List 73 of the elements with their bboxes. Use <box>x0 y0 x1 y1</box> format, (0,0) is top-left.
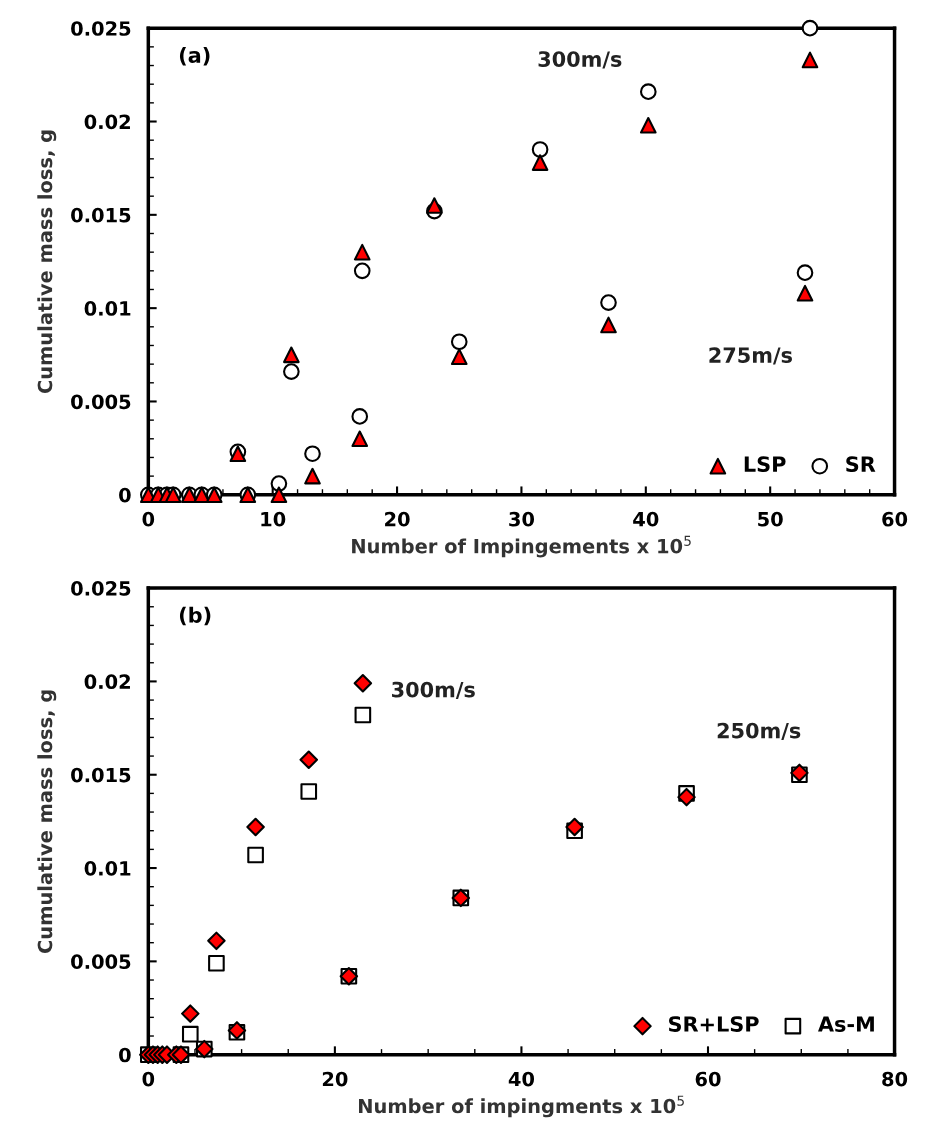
y-tick-label: 0.01 <box>84 861 131 876</box>
point <box>531 141 549 158</box>
y-tick-label: 0.02 <box>84 114 130 130</box>
y-tick-label: 0.015 <box>71 767 131 783</box>
point <box>639 116 657 134</box>
annotation: 275m/s <box>709 347 792 365</box>
y-tick-label: 0.025 <box>71 581 131 596</box>
point <box>270 486 288 504</box>
x-tick-label: 60 <box>695 1071 721 1087</box>
x-tick-label: 80 <box>882 1071 908 1087</box>
point <box>246 817 265 837</box>
point <box>600 316 617 334</box>
annotation: (b) <box>179 606 211 626</box>
point <box>304 445 321 463</box>
point <box>304 467 321 485</box>
point <box>796 264 814 282</box>
point <box>639 83 657 100</box>
point <box>354 706 372 724</box>
point <box>353 262 371 280</box>
point <box>181 1025 199 1043</box>
legend-label: As-M <box>818 1016 874 1032</box>
x-tick-label: 50 <box>758 511 783 527</box>
point <box>283 346 300 364</box>
point <box>450 333 468 351</box>
x-tick-label: 40 <box>633 511 659 527</box>
point <box>801 19 819 37</box>
y-tick-label: 0.005 <box>71 394 131 410</box>
annotation: 250m/s <box>717 722 801 741</box>
x-axis-title: Number of impingments x 10$^{5}$ <box>359 1095 684 1118</box>
y-tick-label: 0.025 <box>71 21 131 36</box>
point <box>353 243 371 261</box>
point <box>351 408 369 425</box>
x-tick-label: 20 <box>385 511 410 527</box>
point <box>801 51 819 69</box>
x-tick-label: 0 <box>142 1071 155 1087</box>
y-tick-label: 0.015 <box>71 207 131 223</box>
point <box>270 475 288 492</box>
point <box>208 954 225 972</box>
legend-label: LSP <box>744 456 786 472</box>
y-axis-title: Cumulative mass loss, g <box>37 690 57 953</box>
x-tick-label: 60 <box>882 511 908 527</box>
point <box>299 750 319 770</box>
x-tick-label: 30 <box>509 511 535 527</box>
x-axis-title: Number of Impingements x 10$^{5}$ <box>352 535 691 558</box>
y-tick-label: 0.005 <box>71 954 131 970</box>
x-tick-label: 40 <box>508 1071 535 1087</box>
point <box>531 154 549 171</box>
point <box>283 363 300 380</box>
y-tick-label: 0 <box>119 487 131 503</box>
point <box>300 783 318 800</box>
point <box>247 846 264 864</box>
point <box>450 348 468 365</box>
x-tick-label: 20 <box>322 1071 348 1087</box>
point <box>565 817 584 837</box>
point <box>426 197 443 214</box>
legend-label: SR+LSP <box>669 1016 759 1032</box>
legend-label: SR <box>846 456 876 472</box>
point <box>796 284 814 302</box>
y-tick-label: 0 <box>119 1047 131 1063</box>
y-axis-title: Cumulative mass loss, g <box>37 130 57 394</box>
point <box>351 430 369 448</box>
annotation: 300m/s <box>538 51 622 69</box>
x-tick-label: 0 <box>142 511 155 527</box>
point <box>677 787 696 807</box>
y-tick-label: 0.01 <box>84 301 131 316</box>
y-tick-label: 0.02 <box>84 674 130 690</box>
point <box>600 294 617 311</box>
point <box>181 1004 200 1023</box>
annotation: 300m/s <box>392 681 475 700</box>
x-tick-label: 10 <box>261 511 286 527</box>
point <box>207 931 226 951</box>
annotation: (a) <box>179 46 210 66</box>
point <box>353 674 373 693</box>
